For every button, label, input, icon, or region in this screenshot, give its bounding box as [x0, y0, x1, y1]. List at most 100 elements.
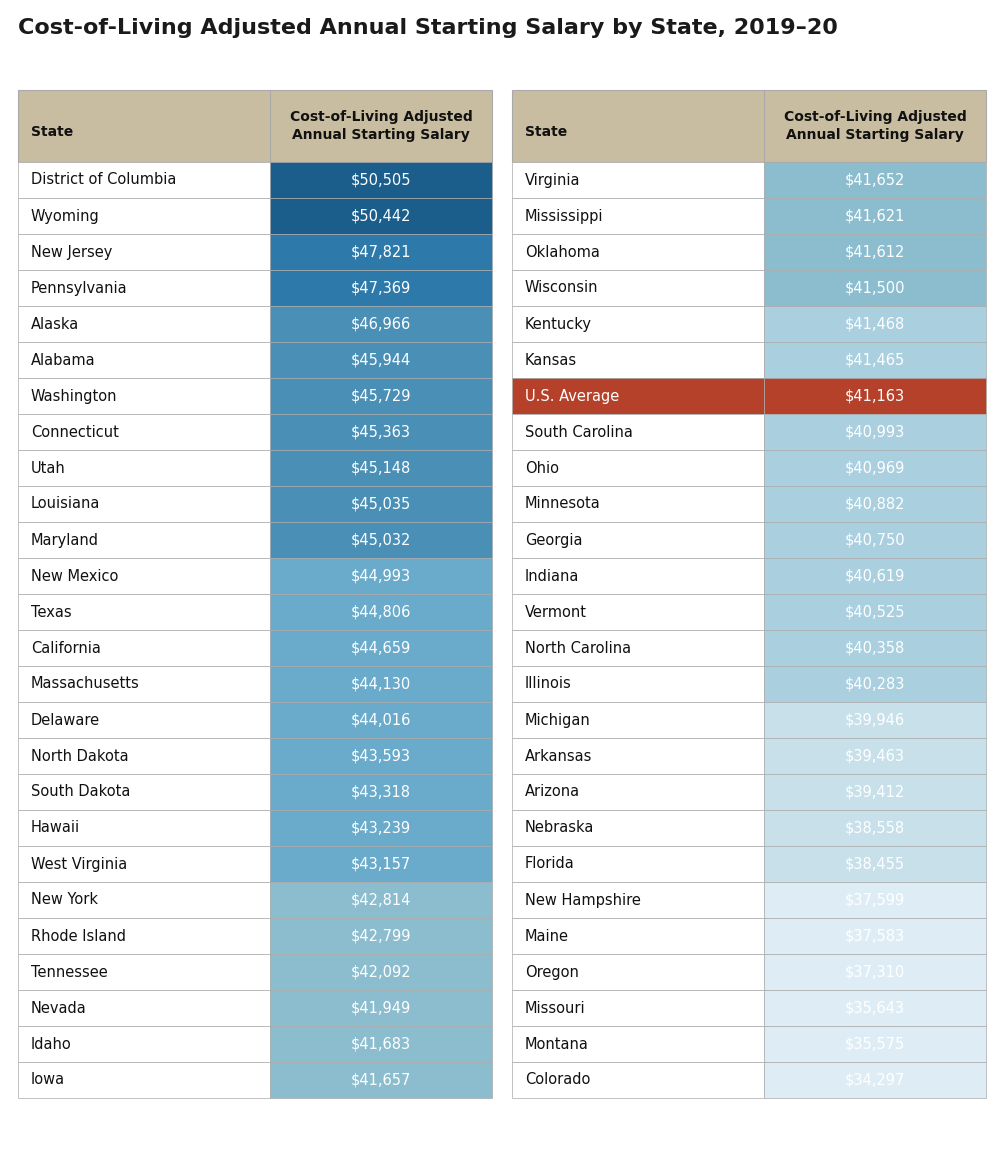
- Text: Cost-of-Living Adjusted
Annual Starting Salary: Cost-of-Living Adjusted Annual Starting …: [290, 110, 472, 142]
- Bar: [18, 846, 270, 882]
- Text: Iowa: Iowa: [31, 1073, 65, 1088]
- Bar: [512, 882, 764, 918]
- Bar: [512, 307, 764, 342]
- Bar: [764, 738, 986, 774]
- Text: Arizona: Arizona: [525, 785, 580, 800]
- Bar: [18, 163, 270, 199]
- Bar: [764, 630, 986, 666]
- Bar: [270, 271, 492, 307]
- Bar: [270, 630, 492, 666]
- Text: Missouri: Missouri: [525, 1001, 586, 1016]
- Text: $47,821: $47,821: [351, 245, 411, 260]
- Bar: [18, 990, 270, 1026]
- Bar: [270, 1062, 492, 1098]
- Bar: [764, 163, 986, 199]
- Text: $41,949: $41,949: [351, 1001, 411, 1016]
- Text: Alaska: Alaska: [31, 317, 79, 332]
- Text: $44,659: $44,659: [351, 641, 411, 656]
- Text: $42,092: $42,092: [351, 965, 411, 980]
- Bar: [512, 1026, 764, 1062]
- Bar: [270, 486, 492, 522]
- Text: $50,505: $50,505: [351, 173, 411, 187]
- Text: $39,463: $39,463: [845, 749, 905, 764]
- Bar: [512, 378, 764, 414]
- Text: Minnesota: Minnesota: [525, 497, 601, 512]
- Text: $43,318: $43,318: [351, 785, 411, 800]
- Text: Mississippi: Mississippi: [525, 209, 604, 224]
- Text: Georgia: Georgia: [525, 533, 582, 548]
- Text: Texas: Texas: [31, 605, 72, 620]
- Text: South Carolina: South Carolina: [525, 425, 633, 440]
- Text: Cost-of-Living Adjusted
Annual Starting Salary: Cost-of-Living Adjusted Annual Starting …: [784, 110, 966, 142]
- Text: $40,525: $40,525: [845, 605, 905, 620]
- Bar: [18, 414, 270, 450]
- Text: $45,032: $45,032: [351, 533, 411, 548]
- Text: Wyoming: Wyoming: [31, 209, 100, 224]
- Bar: [18, 1062, 270, 1098]
- Bar: [270, 738, 492, 774]
- Text: Kansas: Kansas: [525, 353, 577, 368]
- Bar: [764, 271, 986, 307]
- Bar: [764, 307, 986, 342]
- Text: Oregon: Oregon: [525, 965, 579, 980]
- Bar: [764, 378, 986, 414]
- Text: $41,500: $41,500: [845, 281, 905, 296]
- Bar: [764, 450, 986, 486]
- Text: $43,157: $43,157: [351, 857, 411, 872]
- Bar: [270, 846, 492, 882]
- Text: Colorado: Colorado: [525, 1073, 590, 1088]
- Bar: [18, 810, 270, 846]
- Bar: [764, 414, 986, 450]
- Bar: [764, 882, 986, 918]
- Text: New Mexico: New Mexico: [31, 569, 118, 584]
- Text: $41,657: $41,657: [351, 1073, 411, 1088]
- Text: $45,035: $45,035: [351, 497, 411, 512]
- Text: $39,412: $39,412: [845, 785, 905, 800]
- Bar: [764, 702, 986, 738]
- Bar: [512, 486, 764, 522]
- Text: Massachusetts: Massachusetts: [31, 677, 140, 692]
- Bar: [764, 199, 986, 235]
- Text: $41,683: $41,683: [351, 1037, 411, 1052]
- Text: North Dakota: North Dakota: [31, 749, 129, 764]
- Text: $41,163: $41,163: [845, 389, 905, 404]
- Bar: [512, 630, 764, 666]
- Bar: [18, 235, 270, 271]
- Text: Hawaii: Hawaii: [31, 821, 80, 836]
- Bar: [512, 990, 764, 1026]
- Text: $46,966: $46,966: [351, 317, 411, 332]
- Text: $34,297: $34,297: [845, 1073, 905, 1088]
- Bar: [270, 307, 492, 342]
- Bar: [18, 774, 270, 810]
- Text: Vermont: Vermont: [525, 605, 587, 620]
- Bar: [270, 666, 492, 702]
- Bar: [764, 954, 986, 990]
- Bar: [512, 954, 764, 990]
- Text: $40,969: $40,969: [845, 461, 905, 476]
- Bar: [18, 307, 270, 342]
- Text: $44,806: $44,806: [351, 605, 411, 620]
- Text: Michigan: Michigan: [525, 713, 591, 728]
- Bar: [512, 558, 764, 594]
- Text: $37,310: $37,310: [845, 965, 905, 980]
- Bar: [270, 235, 492, 271]
- Text: Alabama: Alabama: [31, 353, 96, 368]
- Bar: [512, 702, 764, 738]
- Text: Pennsylvania: Pennsylvania: [31, 281, 128, 296]
- Text: Virginia: Virginia: [525, 173, 580, 187]
- Bar: [18, 882, 270, 918]
- Text: Tennessee: Tennessee: [31, 965, 108, 980]
- Bar: [512, 235, 764, 271]
- Text: $38,558: $38,558: [845, 821, 905, 836]
- Text: $35,575: $35,575: [845, 1037, 905, 1052]
- Text: Montana: Montana: [525, 1037, 589, 1052]
- Bar: [18, 558, 270, 594]
- Text: $47,369: $47,369: [351, 281, 411, 296]
- Bar: [512, 774, 764, 810]
- Text: South Dakota: South Dakota: [31, 785, 130, 800]
- Text: Idaho: Idaho: [31, 1037, 72, 1052]
- Text: Washington: Washington: [31, 389, 118, 404]
- Bar: [270, 199, 492, 235]
- Text: New York: New York: [31, 893, 98, 908]
- Bar: [270, 990, 492, 1026]
